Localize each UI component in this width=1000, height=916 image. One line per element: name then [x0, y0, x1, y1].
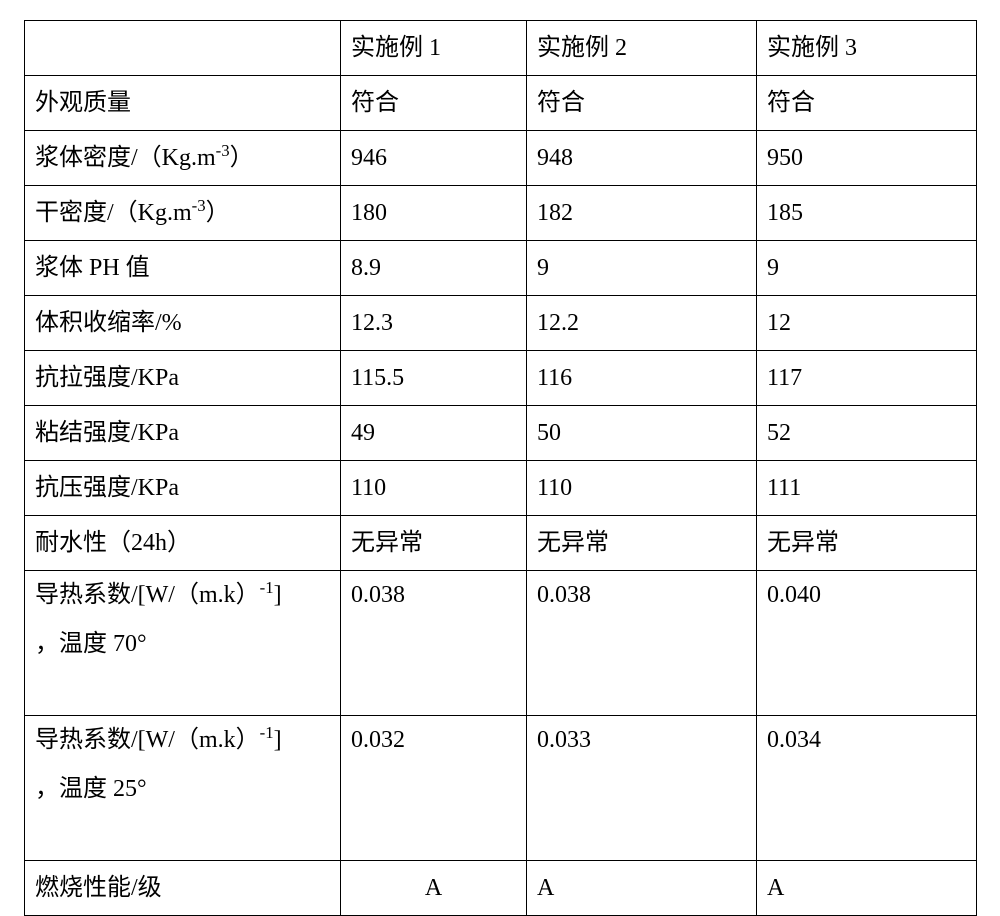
table-row: 抗拉强度/KPa 115.5 116 117: [25, 351, 977, 406]
cell: 110: [341, 461, 527, 516]
cell: 52: [757, 406, 977, 461]
row-label-line-2: ，温度 25°: [35, 775, 330, 804]
row-label: 粘结强度/KPa: [25, 406, 341, 461]
cell: 950: [757, 131, 977, 186]
table-row: 抗压强度/KPa 110 110 111: [25, 461, 977, 516]
row-label-line-1: 导热系数/[W/（m.k）-1]: [35, 581, 330, 610]
cell: 9: [757, 241, 977, 296]
cell: 0.032: [341, 716, 527, 861]
cell: 180: [341, 186, 527, 241]
cell: 9: [527, 241, 757, 296]
cell: 111: [757, 461, 977, 516]
table-row: 浆体密度/（Kg.m-3） 946 948 950: [25, 131, 977, 186]
cell: 115.5: [341, 351, 527, 406]
table-header-row: 实施例 1 实施例 2 实施例 3: [25, 21, 977, 76]
cell: 0.033: [527, 716, 757, 861]
cell: 182: [527, 186, 757, 241]
table-row: 燃烧性能/级 A A A: [25, 861, 977, 916]
cell: 8.9: [341, 241, 527, 296]
cell: 12.3: [341, 296, 527, 351]
table-row: 浆体 PH 值 8.9 9 9: [25, 241, 977, 296]
row-label: 体积收缩率/%: [25, 296, 341, 351]
cell: 185: [757, 186, 977, 241]
cell: 12.2: [527, 296, 757, 351]
table-row: 耐水性（24h） 无异常 无异常 无异常: [25, 516, 977, 571]
cell: 无异常: [527, 516, 757, 571]
row-label: 导热系数/[W/（m.k）-1] ，温度 70°: [25, 571, 341, 716]
row-label: 抗压强度/KPa: [25, 461, 341, 516]
header-col-1: 实施例 1: [341, 21, 527, 76]
properties-table: 实施例 1 实施例 2 实施例 3 外观质量 符合 符合 符合 浆体密度/（Kg…: [24, 20, 977, 916]
cell: A: [527, 861, 757, 916]
row-label: 干密度/（Kg.m-3）: [25, 186, 341, 241]
table-row: 粘结强度/KPa 49 50 52: [25, 406, 977, 461]
header-blank: [25, 21, 341, 76]
row-label: 抗拉强度/KPa: [25, 351, 341, 406]
cell: 0.034: [757, 716, 977, 861]
cell: 0.040: [757, 571, 977, 716]
cell: 符合: [527, 76, 757, 131]
header-col-3: 实施例 3: [757, 21, 977, 76]
cell: 符合: [757, 76, 977, 131]
cell: 946: [341, 131, 527, 186]
table-row: 体积收缩率/% 12.3 12.2 12: [25, 296, 977, 351]
cell: 49: [341, 406, 527, 461]
cell: 符合: [341, 76, 527, 131]
table-row: 导热系数/[W/（m.k）-1] ，温度 25° 0.032 0.033 0.0…: [25, 716, 977, 861]
row-label: 燃烧性能/级: [25, 861, 341, 916]
page: 实施例 1 实施例 2 实施例 3 外观质量 符合 符合 符合 浆体密度/（Kg…: [0, 0, 1000, 874]
cell: A: [757, 861, 977, 916]
cell: 0.038: [341, 571, 527, 716]
table-row: 导热系数/[W/（m.k）-1] ，温度 70° 0.038 0.038 0.0…: [25, 571, 977, 716]
table-row: 干密度/（Kg.m-3） 180 182 185: [25, 186, 977, 241]
cell: 12: [757, 296, 977, 351]
header-col-2: 实施例 2: [527, 21, 757, 76]
cell: 116: [527, 351, 757, 406]
row-label: 耐水性（24h）: [25, 516, 341, 571]
row-label: 导热系数/[W/（m.k）-1] ，温度 25°: [25, 716, 341, 861]
row-label-line-1: 导热系数/[W/（m.k）-1]: [35, 726, 330, 755]
table-row: 外观质量 符合 符合 符合: [25, 76, 977, 131]
cell: A: [341, 861, 527, 916]
row-label: 浆体 PH 值: [25, 241, 341, 296]
cell: 110: [527, 461, 757, 516]
cell: 948: [527, 131, 757, 186]
cell: 0.038: [527, 571, 757, 716]
cell: 117: [757, 351, 977, 406]
row-label-line-2: ，温度 70°: [35, 630, 330, 659]
cell: 50: [527, 406, 757, 461]
row-label: 外观质量: [25, 76, 341, 131]
row-label: 浆体密度/（Kg.m-3）: [25, 131, 341, 186]
cell: 无异常: [341, 516, 527, 571]
cell: 无异常: [757, 516, 977, 571]
